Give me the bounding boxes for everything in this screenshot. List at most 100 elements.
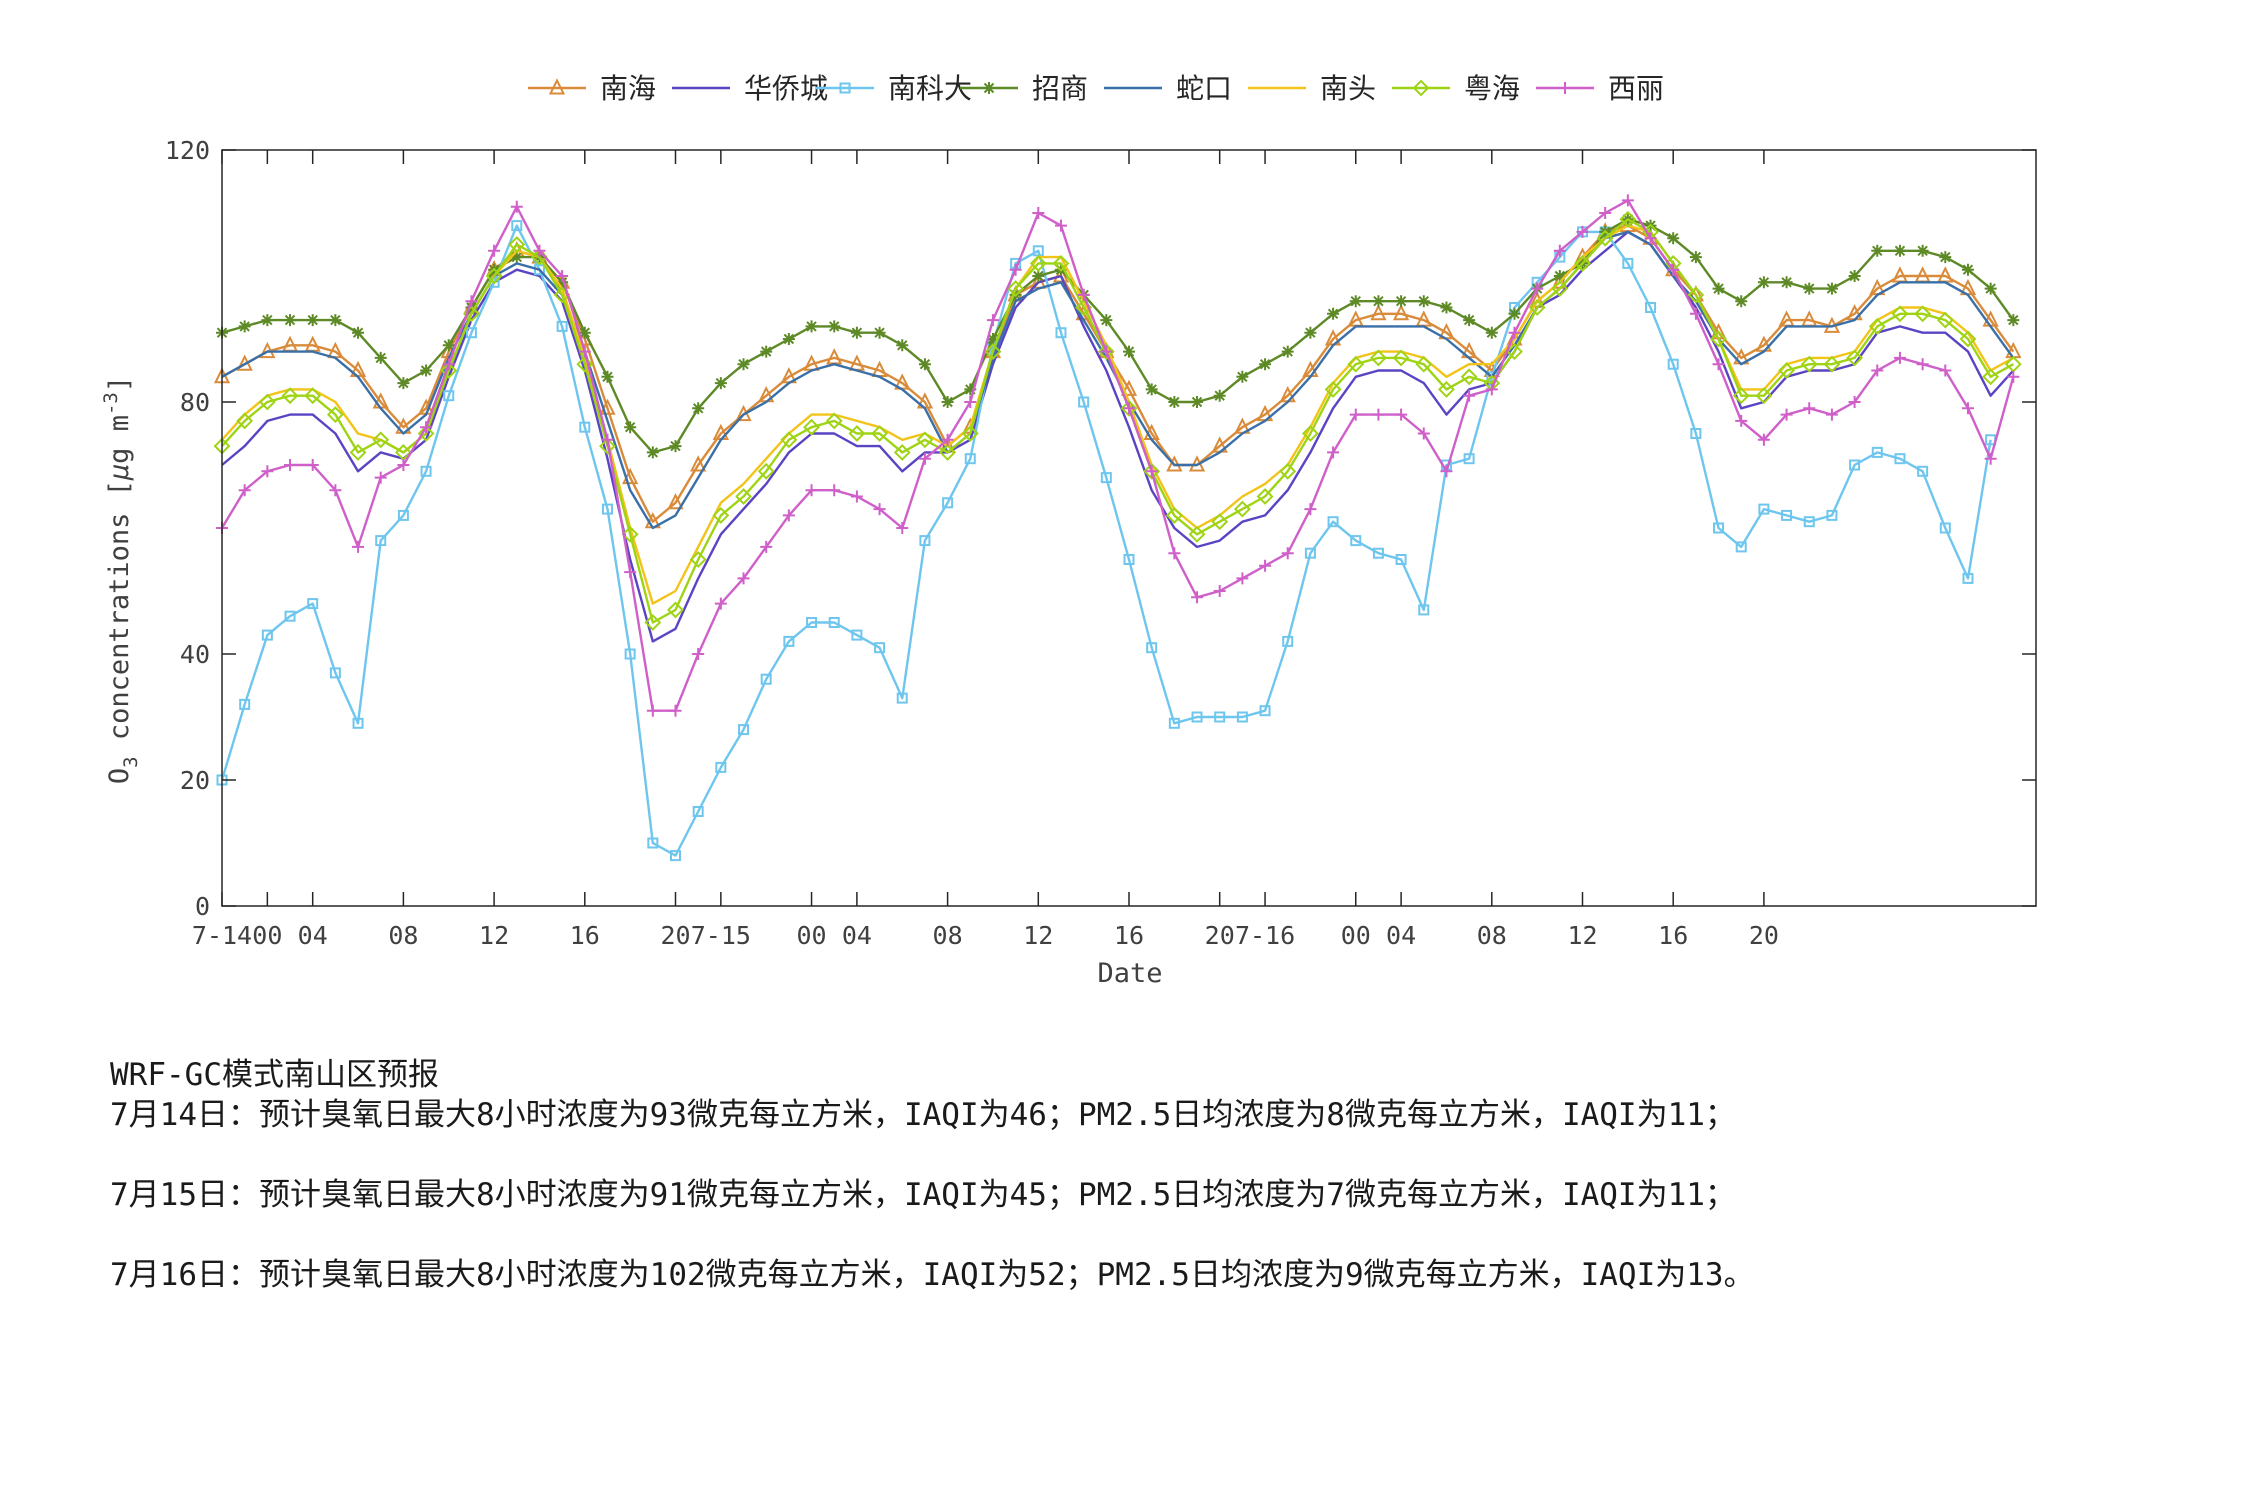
- data-point-南科大-42: [1168, 717, 1180, 729]
- data-point-粤海-51: [1370, 349, 1387, 367]
- data-point-招商-8: [397, 377, 410, 390]
- data-point-西丽-39: [1100, 345, 1113, 358]
- legend-item-华侨城: 华侨城: [672, 72, 828, 105]
- data-point-粤海-16: [576, 355, 594, 373]
- x-tick-label: 08: [1477, 921, 1507, 950]
- data-point-南海-52: [1392, 304, 1410, 321]
- data-point-西丽-76: [1939, 364, 1952, 377]
- x-tick-label: 7-14: [192, 921, 252, 950]
- data-point-招商-57: [1508, 307, 1521, 320]
- data-point-招商-51: [1372, 295, 1385, 308]
- data-point-粤海-26: [803, 418, 820, 436]
- data-point-南科大-8: [397, 509, 409, 521]
- data-point-招商-29: [873, 326, 886, 339]
- data-point-南科大-5: [329, 667, 341, 679]
- data-point-南科大-19: [647, 837, 659, 849]
- data-point-西丽-79: [2007, 370, 2020, 383]
- data-point-粤海-49: [1324, 380, 1342, 398]
- x-tick-label: 16: [570, 921, 600, 950]
- legend-label: 南头: [1320, 72, 1376, 105]
- x-tick-label: 20: [1205, 921, 1235, 950]
- data-point-招商-18: [624, 421, 637, 434]
- data-point-西丽-41: [1145, 465, 1158, 478]
- data-point-粤海-10: [440, 362, 458, 379]
- data-point-西丽-35: [1009, 263, 1022, 276]
- x-tick-label: 08: [388, 921, 418, 950]
- data-point-西丽-78: [1984, 452, 1997, 465]
- data-point-西丽-46: [1259, 559, 1272, 572]
- x-tick-label: 00: [1341, 921, 1371, 950]
- forecast-text-block: WRF-GC模式南山区预报 7月14日：预计臭氧日最大8小时浓度为93微克每立方…: [110, 1055, 1755, 1295]
- data-point-西丽-7: [374, 471, 387, 484]
- data-point-西丽-1: [238, 484, 251, 497]
- data-point-粤海-29: [871, 425, 888, 442]
- data-point-南科大-3: [284, 610, 296, 622]
- x-tick-label: 00: [252, 921, 282, 950]
- data-point-粤海-61: [1596, 229, 1614, 247]
- data-point-西丽-62: [1621, 194, 1634, 207]
- data-point-粤海-71: [1823, 355, 1841, 373]
- data-point-西丽-11: [465, 295, 478, 308]
- data-point-西丽-40: [1123, 402, 1135, 415]
- data-point-粤海-70: [1800, 355, 1818, 373]
- legend-label: 华侨城: [744, 72, 828, 105]
- data-point-西丽-33: [964, 396, 977, 408]
- x-axis-label: Date: [1097, 958, 1162, 989]
- data-point-招商-1: [238, 320, 251, 333]
- data-point-粤海-48: [1301, 425, 1319, 442]
- series-line-华侨城: [221, 230, 2015, 643]
- data-point-南科大-68: [1758, 503, 1770, 515]
- legend-marker: [1559, 82, 1571, 94]
- data-point-南科大-17: [601, 503, 613, 515]
- data-point-南科大-48: [1304, 547, 1316, 559]
- data-point-西丽-12: [488, 244, 501, 257]
- data-point-南科大-65: [1690, 428, 1702, 439]
- data-point-粤海-28: [848, 425, 866, 442]
- data-point-招商-16: [578, 326, 591, 339]
- data-point-西丽-74: [1893, 351, 1906, 364]
- data-point-西丽-19: [646, 704, 659, 717]
- x-tick-label: 7-16: [1235, 921, 1295, 950]
- data-point-粤海-62: [1619, 210, 1637, 228]
- x-tick-label: 16: [1658, 921, 1688, 950]
- data-point-西丽-21: [692, 648, 705, 660]
- data-point-粤海-27: [825, 412, 843, 430]
- data-point-粤海-13: [508, 236, 526, 253]
- data-point-西丽-26: [805, 484, 818, 497]
- data-point-招商-7: [374, 351, 387, 364]
- legend-item-南头: 南头: [1248, 72, 1376, 105]
- data-point-招商-78: [1984, 282, 1997, 295]
- data-point-南科大-76: [1939, 522, 1951, 534]
- data-point-粤海-74: [1891, 305, 1909, 323]
- data-point-粤海-69: [1778, 362, 1795, 379]
- data-point-南科大-43: [1191, 711, 1203, 723]
- data-point-南科大-11: [465, 327, 477, 339]
- data-point-南科大-2: [261, 629, 273, 641]
- legend-item-南科大: 南科大: [816, 72, 972, 105]
- data-point-西丽-68: [1757, 433, 1770, 446]
- data-point-南科大-1: [239, 698, 251, 710]
- y-tick-label: 80: [180, 388, 210, 417]
- data-point-西丽-52: [1395, 408, 1408, 421]
- data-point-招商-24: [760, 345, 773, 358]
- legend-label: 西丽: [1608, 72, 1664, 105]
- data-point-招商-44: [1213, 389, 1226, 402]
- data-point-西丽-5: [329, 484, 342, 497]
- data-point-招商-50: [1349, 295, 1362, 308]
- y-tick-label: 120: [165, 136, 210, 165]
- legend-label: 南海: [600, 72, 656, 105]
- data-point-西丽-32: [941, 433, 954, 446]
- data-point-南科大-52: [1395, 554, 1407, 565]
- data-point-粤海-58: [1528, 299, 1546, 316]
- data-point-粤海-68: [1755, 387, 1773, 405]
- legend-marker: [1412, 79, 1430, 97]
- x-tick-label: 08: [933, 921, 963, 950]
- data-point-南科大-24: [760, 673, 772, 685]
- data-point-西丽-43: [1191, 591, 1204, 604]
- legend-marker: [548, 78, 566, 95]
- data-point-西丽-17: [601, 433, 614, 446]
- data-point-招商-77: [1961, 263, 1974, 276]
- data-point-西丽-77: [1961, 402, 1974, 415]
- data-point-粤海-20: [667, 601, 684, 619]
- data-point-南科大-31: [919, 535, 931, 547]
